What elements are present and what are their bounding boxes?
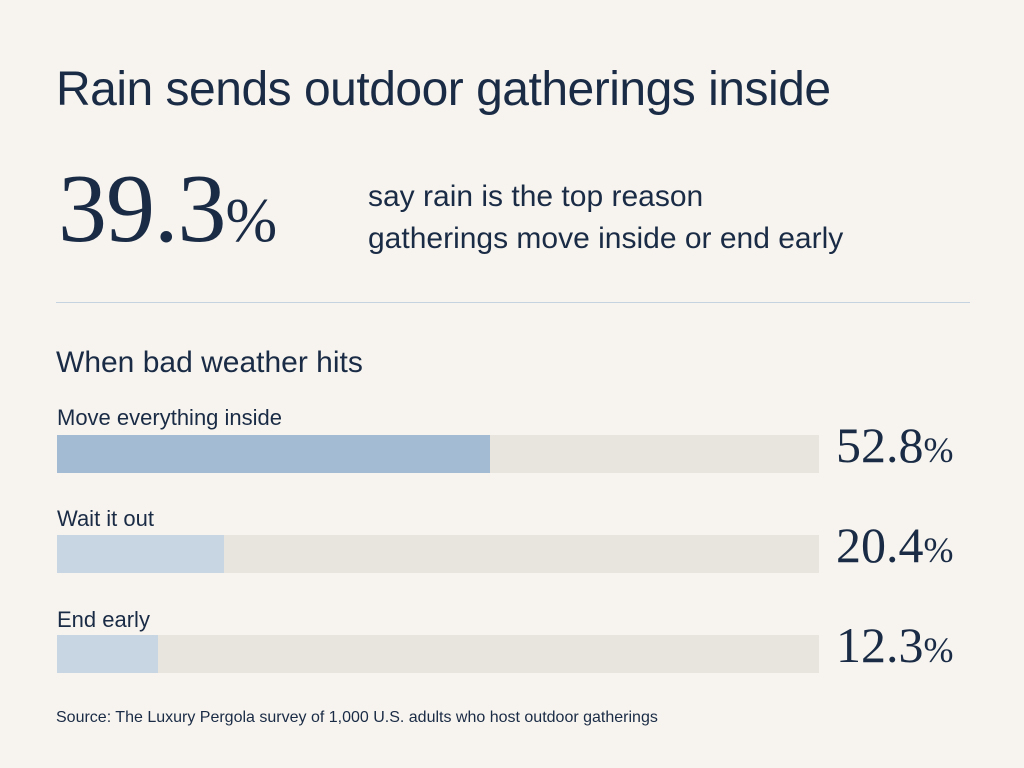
bar-value-unit: %	[923, 430, 954, 470]
bar-value-number: 52.8	[836, 417, 924, 473]
headline-stat-value: 39.3	[58, 155, 226, 263]
bar-value-number: 12.3	[836, 617, 924, 673]
headline-stat-unit: %	[225, 187, 278, 255]
source-note: Source: The Luxury Pergola survey of 1,0…	[56, 709, 658, 726]
bar-track	[57, 435, 819, 473]
headline-stat: 39.3%	[58, 160, 277, 258]
bar-value-number: 20.4	[836, 517, 924, 573]
chart-title: When bad weather hits	[56, 346, 363, 379]
bar	[57, 635, 158, 673]
bar-value-label: 52.8%	[836, 420, 954, 470]
headline-stat-caption: say rain is the top reason gatherings mo…	[368, 176, 928, 260]
bar-value-label: 12.3%	[836, 620, 954, 670]
bar-label: Wait it out	[57, 506, 154, 531]
page-title: Rain sends outdoor gatherings inside	[56, 63, 831, 116]
bar-value-label: 20.4%	[836, 520, 954, 570]
headline-caption-line-1: say rain is the top reason	[368, 180, 704, 213]
section-divider	[56, 302, 970, 303]
bar	[57, 535, 224, 573]
bar-track	[57, 635, 819, 673]
bar-label: End early	[57, 607, 150, 632]
bar-value-unit: %	[923, 630, 954, 670]
bar-value-unit: %	[923, 530, 954, 570]
bar-track	[57, 535, 819, 573]
bar-label: Move everything inside	[57, 405, 283, 430]
bar	[57, 435, 490, 473]
headline-caption-line-2: gatherings move inside or end early	[368, 222, 844, 255]
